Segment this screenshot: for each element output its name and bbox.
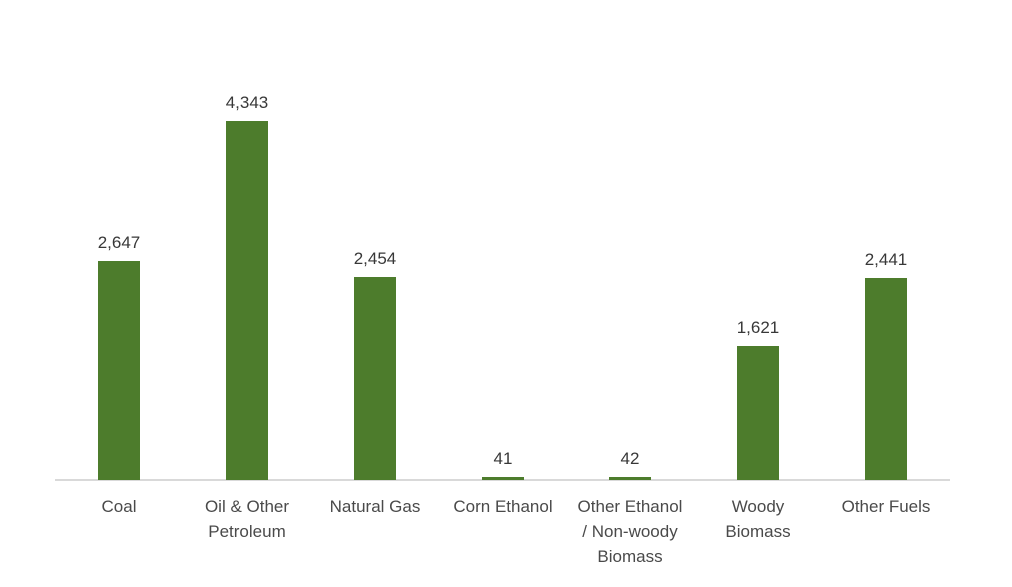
- bar-value-label: 2,647: [97, 233, 141, 252]
- bar-natural-gas: [354, 277, 396, 480]
- bar-value-label: 42: [620, 449, 640, 468]
- bar-corn-ethanol: [482, 477, 524, 480]
- bar-value-label: 4,343: [225, 93, 269, 112]
- bar-value-label: 1,621: [736, 318, 780, 337]
- category-label-oil-other-petroleum: Oil & Other Petroleum: [204, 497, 290, 541]
- bar-woody-biomass: [737, 346, 779, 480]
- bar-value-label: 41: [493, 449, 513, 468]
- bar-other-fuels: [865, 278, 907, 480]
- category-label-woody-biomass: Woody Biomass: [725, 497, 791, 541]
- bar-value-label: 2,441: [864, 250, 908, 269]
- bar-oil-other-petroleum: [226, 121, 268, 480]
- x-axis-line: [55, 479, 950, 481]
- category-label-corn-ethanol: Corn Ethanol: [453, 497, 553, 516]
- category-label-coal: Coal: [101, 497, 137, 516]
- bar-value-label: 2,454: [353, 249, 397, 268]
- category-label-other-fuels: Other Fuels: [841, 497, 931, 516]
- bar-coal: [98, 261, 140, 480]
- bar-other-ethanol-non-woody-biomass: [609, 477, 651, 480]
- category-label-natural-gas: Natural Gas: [329, 497, 421, 516]
- category-label-other-ethanol-non-woody-biomass: Other Ethanol / Non-woody Biomass: [577, 497, 683, 566]
